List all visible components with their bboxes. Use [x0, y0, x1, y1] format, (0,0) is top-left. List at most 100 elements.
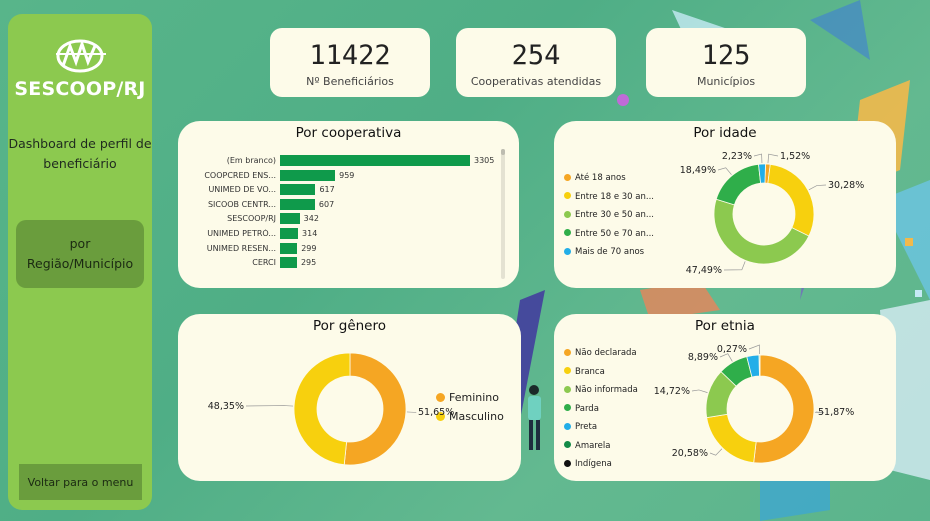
donut-slice[interactable]	[753, 354, 815, 464]
legend-item[interactable]: Entre 50 e 70 an...	[564, 229, 654, 239]
legend-item[interactable]: Masculino	[436, 410, 504, 423]
legend-marker-icon	[564, 247, 571, 255]
legend-item[interactable]: Preta	[564, 422, 597, 432]
kpi-value: 125	[701, 40, 751, 71]
bar-category-label: UNIMED DE VO...	[208, 185, 276, 195]
bar-value-label: 3305	[474, 156, 495, 165]
panel-title: Por idade	[693, 125, 757, 141]
back-to-menu-button[interactable]: Voltar para o menu	[19, 464, 142, 500]
slice-value-label: 51,65%	[418, 407, 454, 418]
leader-line	[717, 167, 732, 175]
leader-line	[753, 153, 763, 164]
legend-item[interactable]: Parda	[564, 404, 599, 414]
gender-donut-chart: 51,65% 48,35%	[208, 352, 454, 466]
kpi-beneficiaries: 11422 Nº Beneficiários	[270, 28, 430, 97]
panel-by-age: Por idade Até 18 anos Entre 18 e 30 an...…	[554, 121, 896, 288]
slice-value-label: 47,49%	[686, 265, 722, 276]
scrollbar-thumb[interactable]	[501, 149, 505, 155]
legend-marker-icon	[564, 459, 571, 467]
legend-label: Não declarada	[575, 348, 637, 358]
logo-text: SESCOOP/RJ	[14, 78, 146, 100]
legend-marker-icon	[564, 229, 571, 236]
legend-marker-icon	[564, 348, 571, 356]
legend-item[interactable]: Não informada	[564, 385, 638, 395]
legend-marker-icon	[564, 367, 571, 374]
legend-marker-icon	[564, 422, 571, 430]
bar[interactable]	[280, 198, 315, 210]
legend-item[interactable]: Mais de 70 anos	[564, 247, 644, 257]
chart-scrollbar[interactable]	[501, 149, 505, 279]
legend-label: Preta	[575, 422, 598, 432]
donut-slice[interactable]	[715, 163, 762, 206]
leader-line	[767, 153, 779, 164]
bar[interactable]	[280, 169, 336, 181]
bar-category-label: UNIMED RESEN...	[206, 243, 276, 253]
donut-slice[interactable]	[767, 163, 815, 237]
donut-slice[interactable]	[758, 354, 761, 377]
donut-slice[interactable]	[293, 352, 351, 466]
bar[interactable]	[280, 184, 316, 196]
donut-slice[interactable]	[706, 413, 757, 464]
region-municipality-button[interactable]: por Região/Município	[16, 220, 144, 288]
donut-slice[interactable]	[343, 352, 407, 466]
bar-row[interactable]: UNIMED PETRÓ... 314	[178, 228, 498, 241]
logo-emblem-icon	[56, 39, 106, 73]
bar-category-label: (Em branco)	[226, 156, 276, 165]
panel-by-gender: Por gênero Feminino Masculino 51,65% 48,35…	[178, 314, 521, 481]
legend-label: Entre 50 e 70 an...	[575, 228, 654, 239]
bar-value-label: 314	[302, 229, 318, 238]
leader-line	[808, 184, 827, 191]
panel-title: Por cooperativa	[295, 125, 402, 141]
legend-marker-icon	[436, 392, 445, 402]
bar[interactable]	[280, 155, 470, 166]
bar-value-label: 299	[301, 243, 317, 253]
bar-value-label: 342	[303, 214, 319, 224]
legend-label: Amarela	[575, 440, 611, 451]
legend-item[interactable]: Não declarada	[564, 348, 637, 358]
panel-title: Por etnia	[695, 318, 755, 334]
donut-slice[interactable]	[758, 163, 766, 184]
legend-item[interactable]: Feminino	[436, 391, 499, 404]
legend-item[interactable]: Entre 30 e 50 an...	[564, 210, 654, 220]
bar[interactable]	[280, 228, 299, 239]
bar-row[interactable]: UNIMED RESEN... 299	[178, 242, 498, 256]
legend-marker-icon	[564, 404, 571, 411]
legend-marker-icon	[564, 441, 571, 448]
legend-marker-icon	[564, 192, 571, 199]
legend-item[interactable]: Branca	[564, 367, 605, 377]
bar-value-label: 959	[339, 170, 355, 180]
legend-marker-icon	[564, 385, 571, 393]
legend-label: Parda	[575, 403, 599, 414]
bar-category-label: SICOOB CENTR...	[207, 199, 276, 209]
slice-value-label: 51,87%	[818, 407, 854, 418]
legend-label: Até 18 anos	[575, 173, 626, 183]
legend-item[interactable]: Entre 18 e 30 an...	[564, 192, 654, 202]
legend-item[interactable]: Amarela	[564, 441, 610, 451]
leader-line	[723, 261, 746, 271]
legend-item[interactable]: Indígena	[564, 459, 612, 469]
bar-row[interactable]: SICOOB CENTR... 607	[178, 198, 498, 212]
bar[interactable]	[280, 257, 297, 269]
panel-title: Por gênero	[312, 318, 386, 334]
bar[interactable]	[280, 242, 298, 254]
kpi-value: 254	[511, 40, 561, 71]
bar-row[interactable]: SESCOOP/RJ 342	[178, 213, 498, 226]
panel-by-ethnicity: Por etnia Não declarada Branca Não informa…	[554, 314, 896, 481]
bar-row[interactable]: (Em branco) 3305	[178, 155, 498, 168]
bar-row[interactable]: COOPCRED ENS... 959	[178, 169, 498, 183]
legend-marker-icon	[564, 173, 571, 181]
slice-value-label: 14,72%	[654, 386, 690, 397]
donut-slice[interactable]	[713, 198, 810, 265]
bar-row[interactable]: UNIMED DE VO... 617	[178, 184, 498, 197]
bar-value-label: 295	[300, 258, 317, 268]
kpi-value: 11422	[309, 40, 391, 71]
leader-line	[814, 411, 824, 414]
bar[interactable]	[280, 213, 300, 225]
legend-label: Masculino	[449, 410, 504, 423]
slice-value-label: 48,35%	[208, 401, 244, 412]
legend-label: Não informada	[575, 385, 638, 395]
bar-category-label: CERCI	[252, 258, 276, 268]
bar-row[interactable]: CERCI 295	[178, 257, 498, 270]
leader-line	[691, 389, 708, 393]
legend-item[interactable]: Até 18 anos	[564, 173, 626, 183]
